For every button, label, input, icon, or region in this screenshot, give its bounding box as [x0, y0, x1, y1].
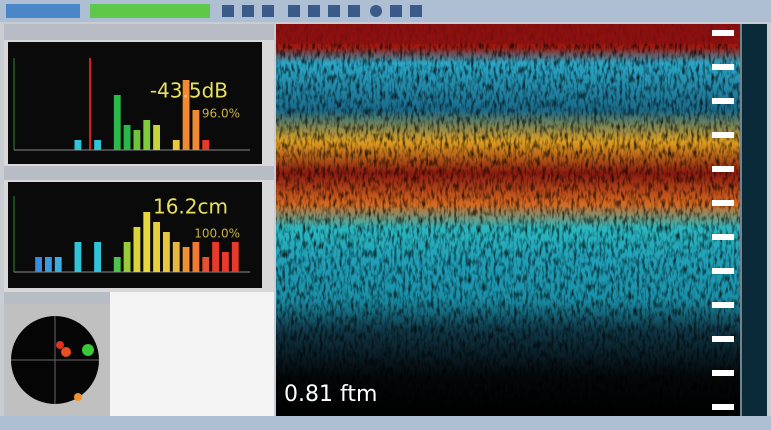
histogram-bar [134, 227, 141, 272]
screen: 0.81 ftm -43.5dB 96.0% 16.2cm 100.0% [0, 0, 771, 430]
histogram-bar [193, 110, 200, 150]
depth-tick [712, 336, 734, 342]
depth-tick [712, 200, 734, 206]
histogram-bar [94, 140, 101, 150]
histogram-bar [173, 140, 180, 150]
histogram-bar [202, 257, 209, 272]
toolbar-button[interactable] [90, 4, 210, 18]
histogram-bar [143, 120, 150, 150]
histogram-bar [183, 247, 190, 272]
status-bar [0, 416, 771, 430]
histogram-bar [75, 140, 82, 150]
depth-tick [712, 30, 734, 36]
histogram-bar [212, 242, 219, 272]
histogram-bar [94, 242, 101, 272]
readout: -43.5dB [150, 79, 228, 103]
histogram-bar [173, 242, 180, 272]
histogram-bar [124, 125, 131, 150]
histogram-bar [202, 140, 209, 150]
depth-tick [712, 166, 734, 172]
readout-percent: 96.0% [202, 107, 240, 121]
target [74, 393, 82, 401]
histogram-bar [222, 252, 229, 272]
histogram-bar [143, 212, 150, 272]
target [82, 344, 94, 356]
target [61, 347, 71, 357]
target [56, 341, 64, 349]
depth-tick [712, 64, 734, 70]
histogram-bar [35, 257, 42, 272]
histogram-bar [124, 242, 131, 272]
echogram-noise [276, 24, 740, 416]
histogram-bar [55, 257, 62, 272]
histogram-bar [153, 125, 160, 150]
depth-tick [712, 268, 734, 274]
depth-tick [712, 370, 734, 376]
blank-panel [110, 292, 274, 416]
histogram-bar [114, 95, 121, 150]
echogram-surface [276, 24, 740, 44]
pane-header [4, 292, 110, 304]
depth-tick [712, 234, 734, 240]
histogram-bar [114, 257, 121, 272]
histogram-bar [193, 242, 200, 272]
histogram-bar [163, 232, 170, 272]
histogram-bar [75, 242, 82, 272]
toolbar-button[interactable] [6, 4, 80, 18]
histogram-bar [153, 222, 160, 272]
histogram-bar [134, 130, 141, 150]
depth-tick [712, 404, 734, 410]
depth-tick [712, 98, 734, 104]
depth-scale [740, 24, 767, 416]
pane-header [4, 166, 274, 180]
histogram-bar [45, 257, 52, 272]
depth-tick [712, 132, 734, 138]
readout: 16.2cm [153, 195, 228, 219]
histogram-bar [232, 242, 239, 272]
pane-header [4, 24, 274, 40]
depth-readout: 0.81 ftm [284, 382, 377, 407]
depth-tick [712, 302, 734, 308]
readout-percent: 100.0% [194, 227, 240, 241]
page: 0.81 ftm -43.5dB96.0%16.2cm100.0% (() =>… [0, 0, 771, 430]
